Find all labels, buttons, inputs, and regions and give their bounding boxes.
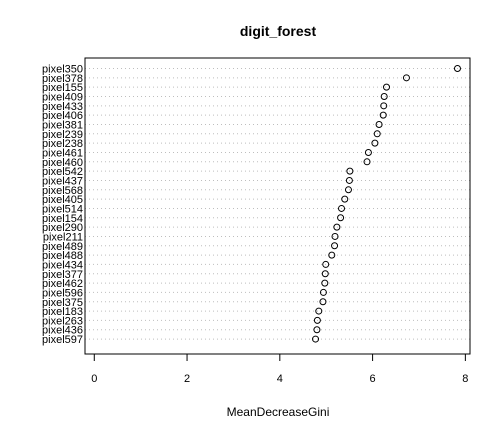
- data-point: [345, 176, 353, 184]
- data-point: [371, 139, 379, 147]
- data-point: [331, 242, 339, 250]
- category-label: pixel460: [42, 157, 83, 169]
- category-label: pixel211: [43, 231, 83, 243]
- category-label: pixel514: [42, 203, 83, 215]
- category-label: pixel378: [42, 73, 83, 85]
- data-point: [313, 316, 321, 324]
- category-label: pixel542: [42, 166, 83, 178]
- data-point: [380, 102, 388, 110]
- data-point: [313, 326, 321, 334]
- x-tick-label: 8: [462, 373, 468, 385]
- data-point: [379, 111, 387, 119]
- data-point: [319, 288, 327, 296]
- data-point: [328, 251, 336, 259]
- x-tick-label: 0: [91, 373, 97, 385]
- category-label: pixel437: [42, 175, 83, 187]
- category-label: pixel377: [42, 269, 83, 281]
- x-axis: 0 2 4 6 8: [91, 354, 468, 385]
- data-point: [321, 279, 329, 287]
- data-point: [337, 214, 345, 222]
- data-point: [346, 167, 354, 175]
- category-label: pixel462: [42, 278, 83, 290]
- data-point: [453, 65, 461, 72]
- category-label: pixel406: [42, 110, 83, 122]
- x-axis-title: MeanDecreaseGini: [227, 405, 330, 419]
- data-point: [333, 223, 341, 231]
- data-points: [312, 65, 461, 343]
- data-point: [373, 130, 381, 138]
- category-label: pixel596: [42, 287, 83, 299]
- data-point: [321, 270, 329, 278]
- category-label: pixel155: [42, 82, 83, 94]
- data-point: [363, 158, 371, 166]
- x-tick-label: 2: [184, 373, 190, 385]
- x-tick-label: 4: [277, 373, 283, 385]
- data-point: [375, 120, 383, 128]
- category-label: pixel154: [42, 213, 83, 225]
- category-label: pixel436: [42, 325, 83, 337]
- category-label: pixel375: [42, 297, 83, 309]
- data-point: [319, 298, 327, 306]
- category-label: pixel597: [42, 334, 83, 346]
- category-label: pixel405: [42, 194, 83, 206]
- chart-title: digit_forest: [240, 23, 317, 39]
- category-label: pixel461: [42, 147, 83, 159]
- category-label: pixel489: [42, 241, 83, 253]
- category-label: pixel350: [42, 64, 83, 76]
- category-label: pixel238: [42, 138, 83, 150]
- category-label: pixel381: [42, 119, 83, 131]
- category-label: pixel568: [42, 185, 83, 197]
- category-label: pixel290: [42, 222, 83, 234]
- category-label: pixel433: [42, 101, 83, 113]
- data-point: [312, 335, 320, 343]
- data-point: [315, 307, 323, 315]
- category-label: pixel263: [42, 315, 83, 327]
- category-label: pixel409: [42, 91, 83, 103]
- category-label: pixel434: [42, 259, 83, 271]
- data-point: [380, 92, 388, 100]
- category-labels: pixel350pixel378pixel155pixel409pixel433…: [42, 64, 83, 347]
- data-point: [341, 195, 349, 203]
- data-point: [364, 148, 372, 156]
- data-point: [338, 204, 346, 212]
- category-label: pixel239: [42, 129, 83, 141]
- grid-lines: [85, 68, 470, 340]
- category-label: pixel488: [42, 250, 83, 262]
- data-point: [344, 186, 352, 194]
- data-point: [331, 232, 339, 240]
- data-point: [322, 260, 330, 268]
- data-point: [383, 83, 391, 91]
- plot-frame: [84, 57, 471, 355]
- data-point: [402, 74, 410, 82]
- category-label: pixel183: [42, 306, 83, 318]
- x-tick-label: 6: [370, 373, 376, 385]
